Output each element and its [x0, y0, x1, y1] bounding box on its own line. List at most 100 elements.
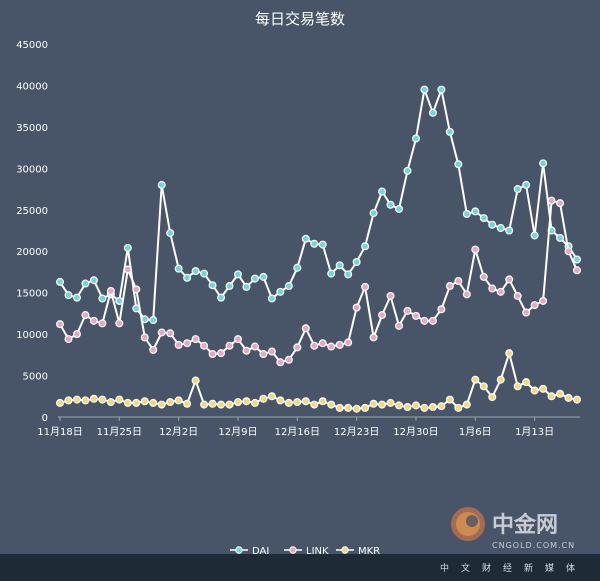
x-tick-label: 12月2日	[159, 426, 198, 438]
data-point-link	[276, 358, 285, 367]
data-point-mkr	[98, 395, 107, 404]
data-point-link	[488, 284, 497, 293]
data-point-mkr	[250, 398, 259, 407]
data-point-dai	[81, 279, 90, 288]
data-point-link	[327, 342, 336, 351]
data-point-link	[140, 333, 149, 342]
data-point-link	[344, 338, 353, 347]
data-point-mkr	[106, 398, 115, 407]
data-point-link	[191, 335, 200, 344]
watermark: 中金网 CNGOLD.COM.CN	[451, 507, 574, 550]
data-point-link	[132, 285, 141, 294]
data-point-link	[386, 291, 395, 300]
data-point-link	[428, 316, 437, 325]
data-point-dai	[318, 240, 327, 249]
data-point-dai	[157, 180, 166, 189]
data-point-dai	[462, 209, 471, 218]
data-point-mkr	[72, 395, 81, 404]
data-point-mkr	[530, 386, 539, 395]
data-point-dai	[149, 316, 158, 325]
data-point-mkr	[276, 396, 285, 405]
data-point-mkr	[556, 389, 565, 398]
data-point-dai	[403, 166, 412, 175]
data-point-link	[208, 350, 217, 359]
data-point-link	[64, 335, 73, 344]
data-point-dai	[437, 85, 446, 94]
footer-bar	[0, 554, 600, 581]
data-point-mkr	[140, 397, 149, 406]
data-point-mkr	[293, 398, 302, 407]
data-point-link	[420, 316, 429, 325]
data-point-dai	[276, 287, 285, 296]
data-point-link	[267, 347, 276, 356]
data-point-mkr	[200, 400, 209, 409]
y-tick-label: 40000	[16, 81, 48, 92]
x-tick-label: 12月16日	[275, 426, 320, 438]
data-point-mkr	[208, 399, 217, 408]
data-point-mkr	[369, 399, 378, 408]
data-point-dai	[250, 274, 259, 283]
data-point-link	[352, 303, 361, 312]
data-point-link	[259, 350, 268, 359]
data-point-dai	[378, 187, 387, 196]
data-point-link	[183, 339, 192, 348]
data-point-dai	[479, 214, 488, 223]
x-tick-label: 1月6日	[459, 426, 492, 438]
legend: DAI LINK MKR	[230, 546, 380, 557]
data-point-link	[513, 291, 522, 300]
data-point-dai	[513, 185, 522, 194]
data-point-dai	[183, 273, 192, 282]
y-tick-label: 0	[42, 413, 48, 424]
watermark-logo-icon	[451, 507, 485, 541]
data-point-link	[310, 341, 319, 350]
legend-label-mkr: MKR	[358, 546, 380, 557]
data-point-mkr	[327, 400, 336, 409]
data-point-mkr	[191, 376, 200, 385]
data-point-dai	[522, 180, 531, 189]
data-point-mkr	[420, 403, 429, 412]
data-point-mkr	[318, 397, 327, 406]
legend-marker-link	[289, 546, 297, 554]
data-point-mkr	[55, 398, 64, 407]
data-point-link	[284, 355, 293, 364]
y-tick-label: 30000	[16, 164, 48, 175]
data-point-mkr	[479, 382, 488, 391]
data-point-dai	[411, 134, 420, 143]
data-point-dai	[327, 269, 336, 278]
data-point-mkr	[378, 400, 387, 409]
data-point-dai	[386, 200, 395, 209]
data-point-link	[335, 340, 344, 349]
watermark-brand-cn: 中金网	[492, 512, 558, 538]
data-point-link	[149, 345, 158, 354]
data-point-link	[496, 287, 505, 296]
data-point-link	[225, 341, 234, 350]
data-point-dai	[361, 242, 370, 251]
data-point-mkr	[242, 397, 251, 406]
data-point-link	[445, 282, 454, 291]
data-point-link	[454, 277, 463, 286]
data-point-mkr	[267, 392, 276, 401]
data-point-link	[81, 311, 90, 320]
data-point-link	[547, 196, 556, 205]
data-point-link	[318, 339, 327, 348]
data-point-mkr	[225, 400, 234, 409]
data-point-link	[174, 340, 183, 349]
legend-marker-mkr	[341, 546, 349, 554]
series-line-dai	[59, 88, 578, 321]
data-point-mkr	[445, 395, 454, 404]
data-point-dai	[352, 257, 361, 266]
data-point-mkr	[64, 396, 73, 405]
data-point-dai	[539, 159, 548, 168]
data-point-mkr	[344, 403, 353, 412]
data-point-link	[564, 247, 573, 256]
data-point-mkr	[132, 398, 141, 407]
data-point-dai	[395, 204, 404, 213]
data-point-link	[395, 321, 404, 330]
data-point-mkr	[361, 403, 370, 412]
data-point-mkr	[437, 402, 446, 411]
data-point-mkr	[428, 403, 437, 412]
data-point-mkr	[547, 392, 556, 401]
data-point-mkr	[335, 403, 344, 412]
data-point-dai	[166, 228, 175, 237]
